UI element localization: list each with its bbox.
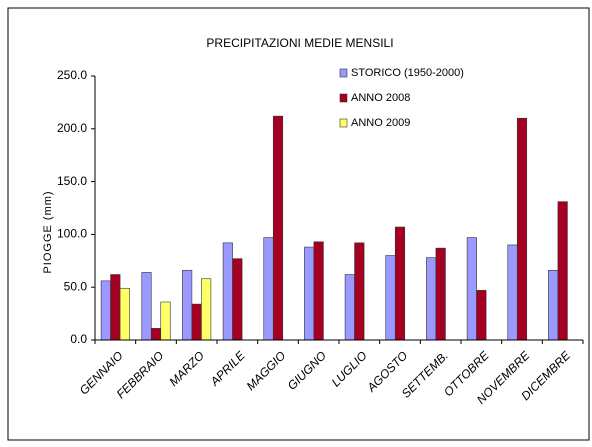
chart-frame <box>7 7 590 441</box>
bar <box>516 117 528 341</box>
bar <box>141 272 152 341</box>
bar <box>150 328 162 341</box>
bar <box>344 274 355 341</box>
bar <box>272 115 284 341</box>
legend-label: ANNO 2008 <box>351 92 410 104</box>
bar <box>385 255 396 341</box>
bar <box>160 301 171 341</box>
bar <box>100 280 111 341</box>
bar <box>201 278 212 341</box>
y-tick-label: 150.0 <box>57 174 87 188</box>
bar <box>507 244 518 341</box>
y-tick-label: 250.0 <box>57 68 87 82</box>
bar <box>466 237 477 341</box>
legend-swatch <box>339 118 348 128</box>
bar <box>182 270 193 341</box>
bar <box>110 274 121 341</box>
bar <box>222 242 233 341</box>
bar <box>394 226 406 341</box>
bar <box>354 242 365 341</box>
legend-swatch <box>339 93 348 103</box>
chart-title: PRECIPITAZIONI MEDIE MENSILI <box>206 36 393 50</box>
y-axis-label: PIOGGE (mm) <box>42 190 54 273</box>
bar <box>191 303 202 341</box>
bar <box>232 258 243 341</box>
y-tick-label: 50.0 <box>64 279 88 293</box>
bar <box>476 290 487 341</box>
bar <box>304 246 315 341</box>
legend-label: ANNO 2009 <box>351 117 410 129</box>
bar <box>548 270 559 341</box>
bar <box>435 247 446 341</box>
y-tick-label: 100.0 <box>57 227 87 241</box>
bar <box>557 201 568 341</box>
legend-swatch <box>339 68 348 78</box>
y-tick-label: 0.0 <box>70 332 87 346</box>
y-tick-label: 200.0 <box>57 121 87 135</box>
bar <box>263 237 274 341</box>
legend-label: STORICO (1950-2000) <box>351 67 464 79</box>
bar <box>313 241 324 341</box>
bar <box>426 257 437 341</box>
bar <box>119 287 130 341</box>
